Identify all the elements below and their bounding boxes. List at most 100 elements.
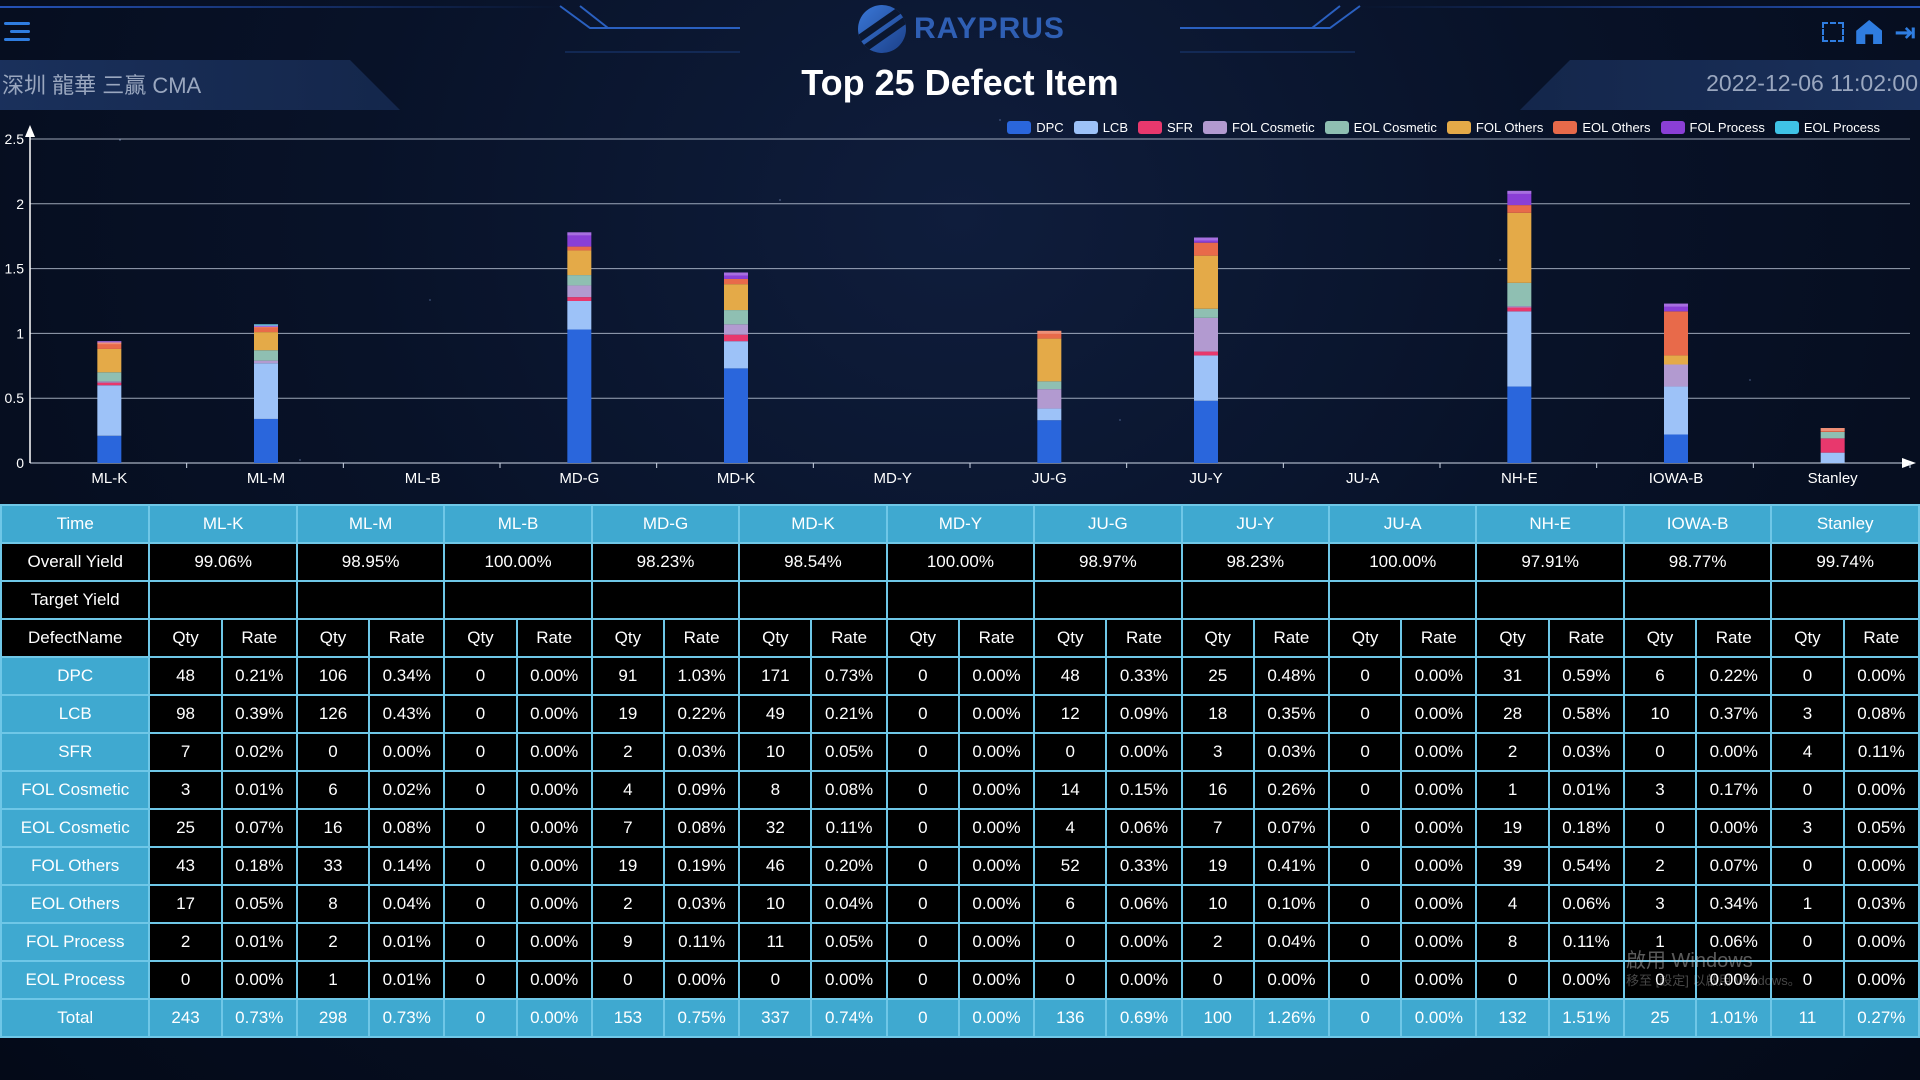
qty-cell: 32 [738,808,813,848]
bar-segment [1037,389,1062,409]
total-rate: 0.75% [662,998,741,1038]
overall-yield-value: 98.77% [1622,542,1773,582]
rate-cell: 0.05% [1842,808,1920,848]
qty-cell: 3 [1622,770,1698,810]
rate-cell: 0.34% [1695,884,1773,924]
legend-item[interactable]: LCB [1073,120,1128,135]
rate-cell: 0.03% [662,884,741,924]
rate-cell: 0.00% [1400,694,1478,734]
bar-segment [254,363,278,419]
qty-cell: 8 [1475,922,1550,962]
rate-cell: 0.58% [1547,694,1625,734]
rate-cell: 0.00% [662,960,741,1000]
table-row: FOL Process 2 0.01% 2 0.01% 0 0.00% 9 0.11% 11 0.0… [0,922,1920,962]
bar-segment [724,324,748,335]
legend-item[interactable]: FOL Cosmetic [1203,120,1315,135]
y-tick-label: 2 [16,196,24,212]
defect-header-row: DefectName Qty Rate Qty Rate Qty Rate Qty Rate Qt… [0,618,1920,658]
bar-segment [254,332,278,351]
qty-cell: 31 [1475,656,1550,696]
rate-cell: 0.17% [1695,770,1773,810]
qty-header: Qty [1475,618,1550,658]
qty-header: Qty [1770,618,1845,658]
legend-item[interactable]: FOL Others [1446,120,1543,135]
bar-segment [724,334,748,342]
qty-cell: 2 [590,732,666,772]
bar-segment [1194,355,1218,401]
defect-name: FOL Process [0,922,151,962]
bar-segment [254,350,278,361]
fullscreen-icon[interactable] [1822,22,1845,42]
bar-segment [567,285,592,298]
qty-cell: 0 [1328,808,1403,848]
bar-segment [1507,311,1532,387]
bar-segment [97,372,122,382]
legend-item[interactable]: EOL Process [1774,120,1880,135]
bar-segment [1037,381,1062,390]
bar-segment [1664,355,1688,365]
x-tick-label: IOWA-B [1649,470,1703,487]
legend-item[interactable]: FOL Process [1660,120,1765,135]
bar-segment [724,278,748,285]
legend-swatch [1138,121,1162,134]
logout-icon[interactable]: ⇥ [1894,17,1916,47]
rate-cell: 0.35% [1252,694,1331,734]
rate-cell: 0.08% [1842,694,1920,734]
legend-item[interactable]: SFR [1138,120,1193,135]
y-axis-arrow [25,125,35,137]
qty-cell: 33 [295,846,371,886]
qty-cell: 12 [1033,694,1108,734]
windows-activation-note: 移至 [設定] 以啟用 Windows。 [1626,973,1801,988]
bar-segment [567,301,592,330]
qty-cell: 2 [1475,732,1550,772]
rate-cell: 0.00% [1105,922,1183,962]
qty-cell: 1 [1770,884,1845,924]
bar-segment [254,326,278,333]
bar-segment [1507,282,1532,307]
target-yield-value [1770,580,1920,620]
rate-header: Rate [1105,618,1183,658]
bar-segment [254,360,278,364]
legend-item[interactable]: EOL Cosmetic [1324,120,1437,135]
qty-cell: 0 [443,656,518,696]
bar-segment [97,341,122,343]
bar-segment [254,324,278,326]
bar-segment [1820,452,1845,463]
total-rate: 0.00% [1400,998,1478,1038]
qty-cell: 16 [1180,770,1255,810]
rate-cell: 0.07% [1695,846,1773,886]
rate-cell: 0.03% [662,732,741,772]
home-icon[interactable] [1856,20,1883,44]
rate-cell: 0.00% [515,732,593,772]
rate-cell: 0.05% [220,884,298,924]
legend-item[interactable]: EOL Others [1553,120,1651,135]
rate-cell: 0.00% [810,960,888,1000]
legend-item[interactable]: DPC [1007,120,1064,135]
bar-segment [1037,338,1062,382]
total-qty: 0 [443,998,518,1038]
qty-cell: 0 [1622,732,1698,772]
rate-cell: 0.00% [1842,656,1920,696]
y-tick-label: 1 [16,325,24,341]
bar-segment [1194,237,1218,243]
qty-cell: 7 [1180,808,1255,848]
bar-segment [567,329,592,463]
rate-cell: 0.00% [1842,846,1920,886]
qty-cell: 3 [1180,732,1255,772]
qty-cell: 10 [1622,694,1698,734]
rate-cell: 0.08% [810,770,888,810]
qty-cell: 1 [1475,770,1550,810]
qty-cell: 52 [1033,846,1108,886]
rate-cell: 0.00% [515,960,593,1000]
menu-icon[interactable] [4,22,30,44]
total-qty: 0 [885,998,960,1038]
total-rate: 0.73% [368,998,446,1038]
rate-cell: 0.10% [1252,884,1331,924]
site-header: Stanley [1770,504,1920,544]
y-tick-label: 0.5 [5,390,25,406]
site-header: ML-B [443,504,593,544]
rate-cell: 0.07% [220,808,298,848]
windows-activation-watermark: 啟用 Windows [1626,950,1753,972]
qty-cell: 0 [1328,732,1403,772]
qty-header: Qty [738,618,813,658]
